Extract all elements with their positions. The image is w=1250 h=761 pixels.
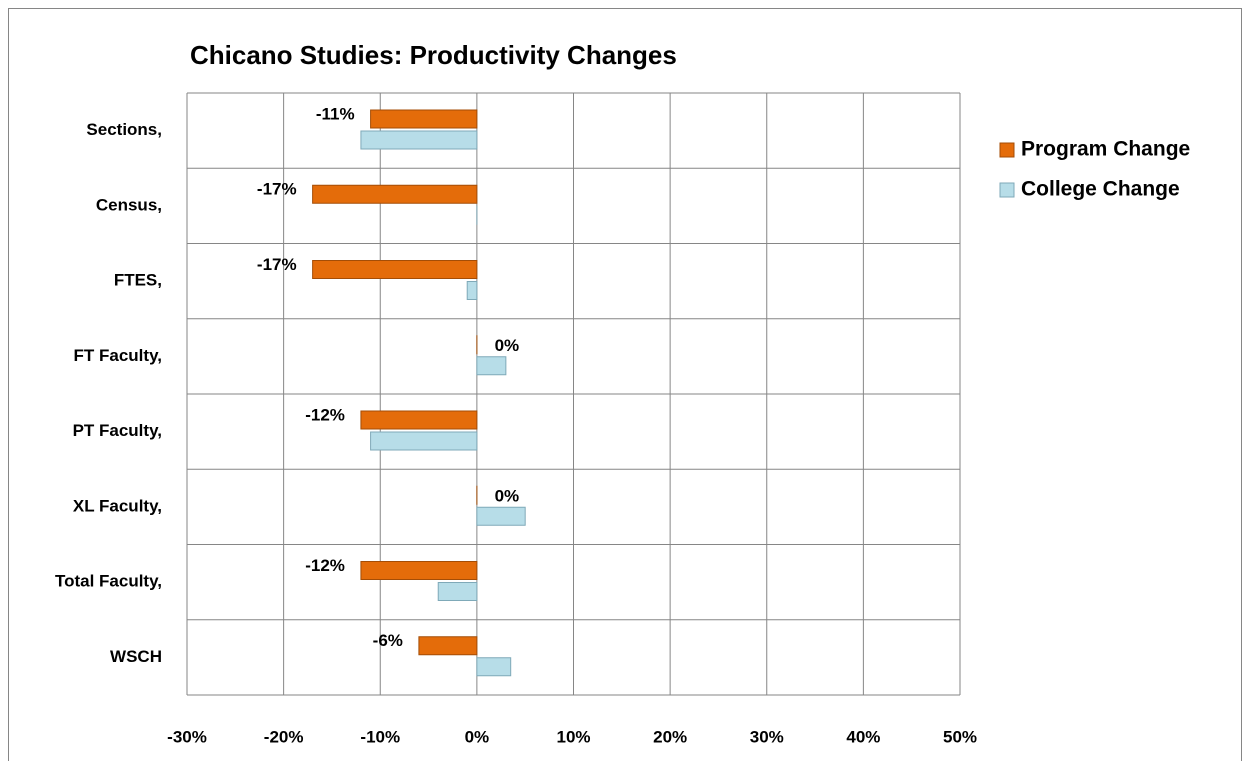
x-tick-label: 30% xyxy=(750,727,784,746)
y-tick-label: XL Faculty, xyxy=(73,496,162,515)
x-tick-label: -20% xyxy=(264,727,304,746)
bar xyxy=(360,410,478,430)
x-tick-label: -10% xyxy=(360,727,400,746)
legend-label: College Change xyxy=(1021,178,1180,201)
data-label: 0% xyxy=(495,336,520,355)
bar xyxy=(312,260,478,279)
x-tick-label: -30% xyxy=(167,727,207,746)
data-label: -11% xyxy=(316,104,355,123)
x-tick-label: 40% xyxy=(846,727,880,746)
bar xyxy=(466,281,478,300)
x-tick-label: 10% xyxy=(556,727,590,746)
chart-border xyxy=(8,8,1242,761)
legend-swatch xyxy=(999,142,1015,158)
y-tick-label: Total Faculty, xyxy=(55,572,162,591)
legend-label: Program Change xyxy=(1021,138,1190,161)
data-label: -12% xyxy=(305,556,345,575)
bar xyxy=(360,130,478,150)
y-tick-label: PT Faculty, xyxy=(73,421,162,440)
bar xyxy=(370,431,478,451)
x-tick-label: 0% xyxy=(465,727,490,746)
bar xyxy=(418,636,478,656)
y-tick-label: Sections, xyxy=(86,120,162,139)
bar xyxy=(476,506,526,526)
data-label: 0% xyxy=(495,487,520,506)
data-label: -6% xyxy=(373,631,403,650)
bar xyxy=(437,582,478,601)
bar xyxy=(370,109,478,129)
data-label: -12% xyxy=(305,405,345,424)
bar xyxy=(360,561,478,580)
bar xyxy=(476,657,512,677)
x-tick-label: 20% xyxy=(653,727,687,746)
data-label: -17% xyxy=(257,255,297,274)
y-tick-label: Census, xyxy=(96,195,162,214)
legend-swatch xyxy=(999,182,1015,198)
data-label: -17% xyxy=(257,180,297,199)
x-tick-label: 50% xyxy=(943,727,977,746)
chart-title: Chicano Studies: Productivity Changes xyxy=(190,40,677,70)
y-tick-label: WSCH xyxy=(110,647,162,666)
y-tick-label: FTES, xyxy=(114,271,162,290)
bar xyxy=(312,184,478,204)
bar xyxy=(476,356,507,376)
y-tick-label: FT Faculty, xyxy=(74,346,162,365)
